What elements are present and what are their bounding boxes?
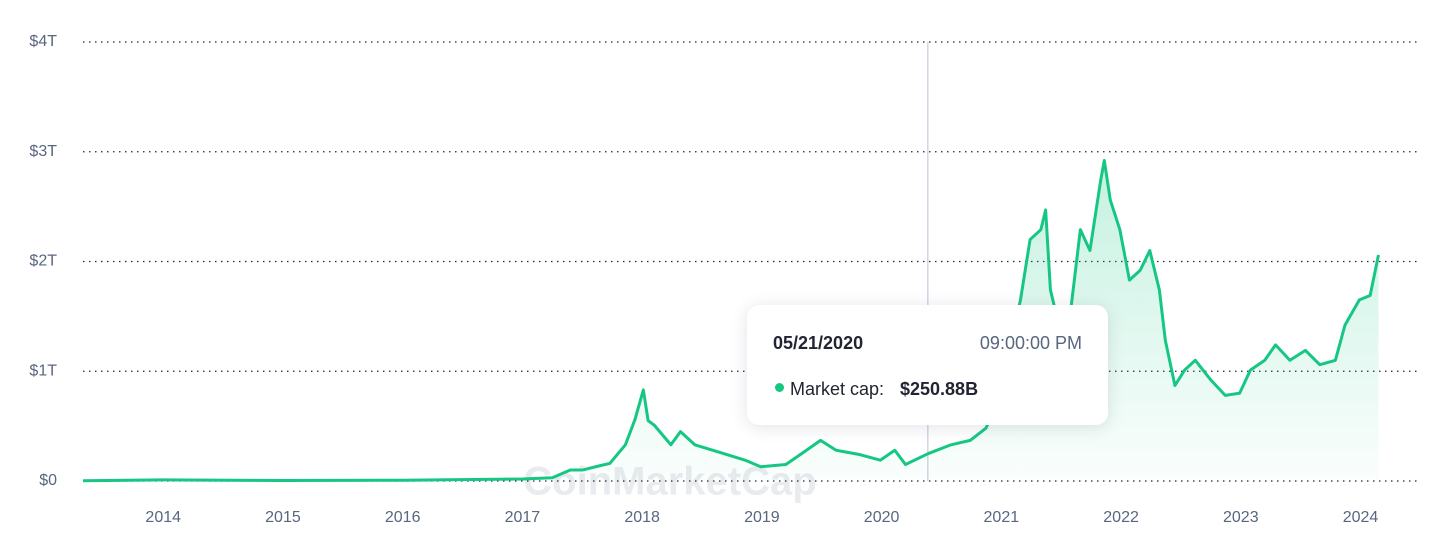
x-tick-label: 2015	[265, 509, 301, 526]
x-tick-label: 2019	[744, 509, 780, 526]
y-tick-label: $0	[39, 472, 57, 489]
x-tick-label: 2024	[1343, 509, 1379, 526]
y-tick-label: $2T	[29, 253, 57, 270]
tooltip: 05/21/2020 09:00:00 PM Market cap: $250.…	[747, 305, 1108, 425]
y-tick-label: $1T	[29, 362, 57, 379]
x-tick-label: 2017	[505, 509, 541, 526]
tooltip-label: Market cap:	[790, 379, 885, 399]
tooltip-dot	[775, 383, 784, 392]
tooltip-date: 05/21/2020	[773, 333, 864, 353]
tooltip-time: 09:00:00 PM	[979, 333, 1082, 353]
tooltip-value: $250.88B	[900, 379, 979, 399]
y-tick-label: $4T	[29, 33, 57, 50]
x-tick-label: 2016	[385, 509, 421, 526]
area-fill	[83, 160, 1379, 481]
x-tick-label: 2018	[624, 509, 660, 526]
x-tick-label: 2020	[864, 509, 900, 526]
x-tick-label: 2022	[1103, 509, 1139, 526]
y-tick-label: $3T	[29, 143, 57, 160]
x-tick-label: 2014	[145, 509, 181, 526]
x-tick-label: 2021	[984, 509, 1020, 526]
x-tick-label: 2023	[1223, 509, 1259, 526]
